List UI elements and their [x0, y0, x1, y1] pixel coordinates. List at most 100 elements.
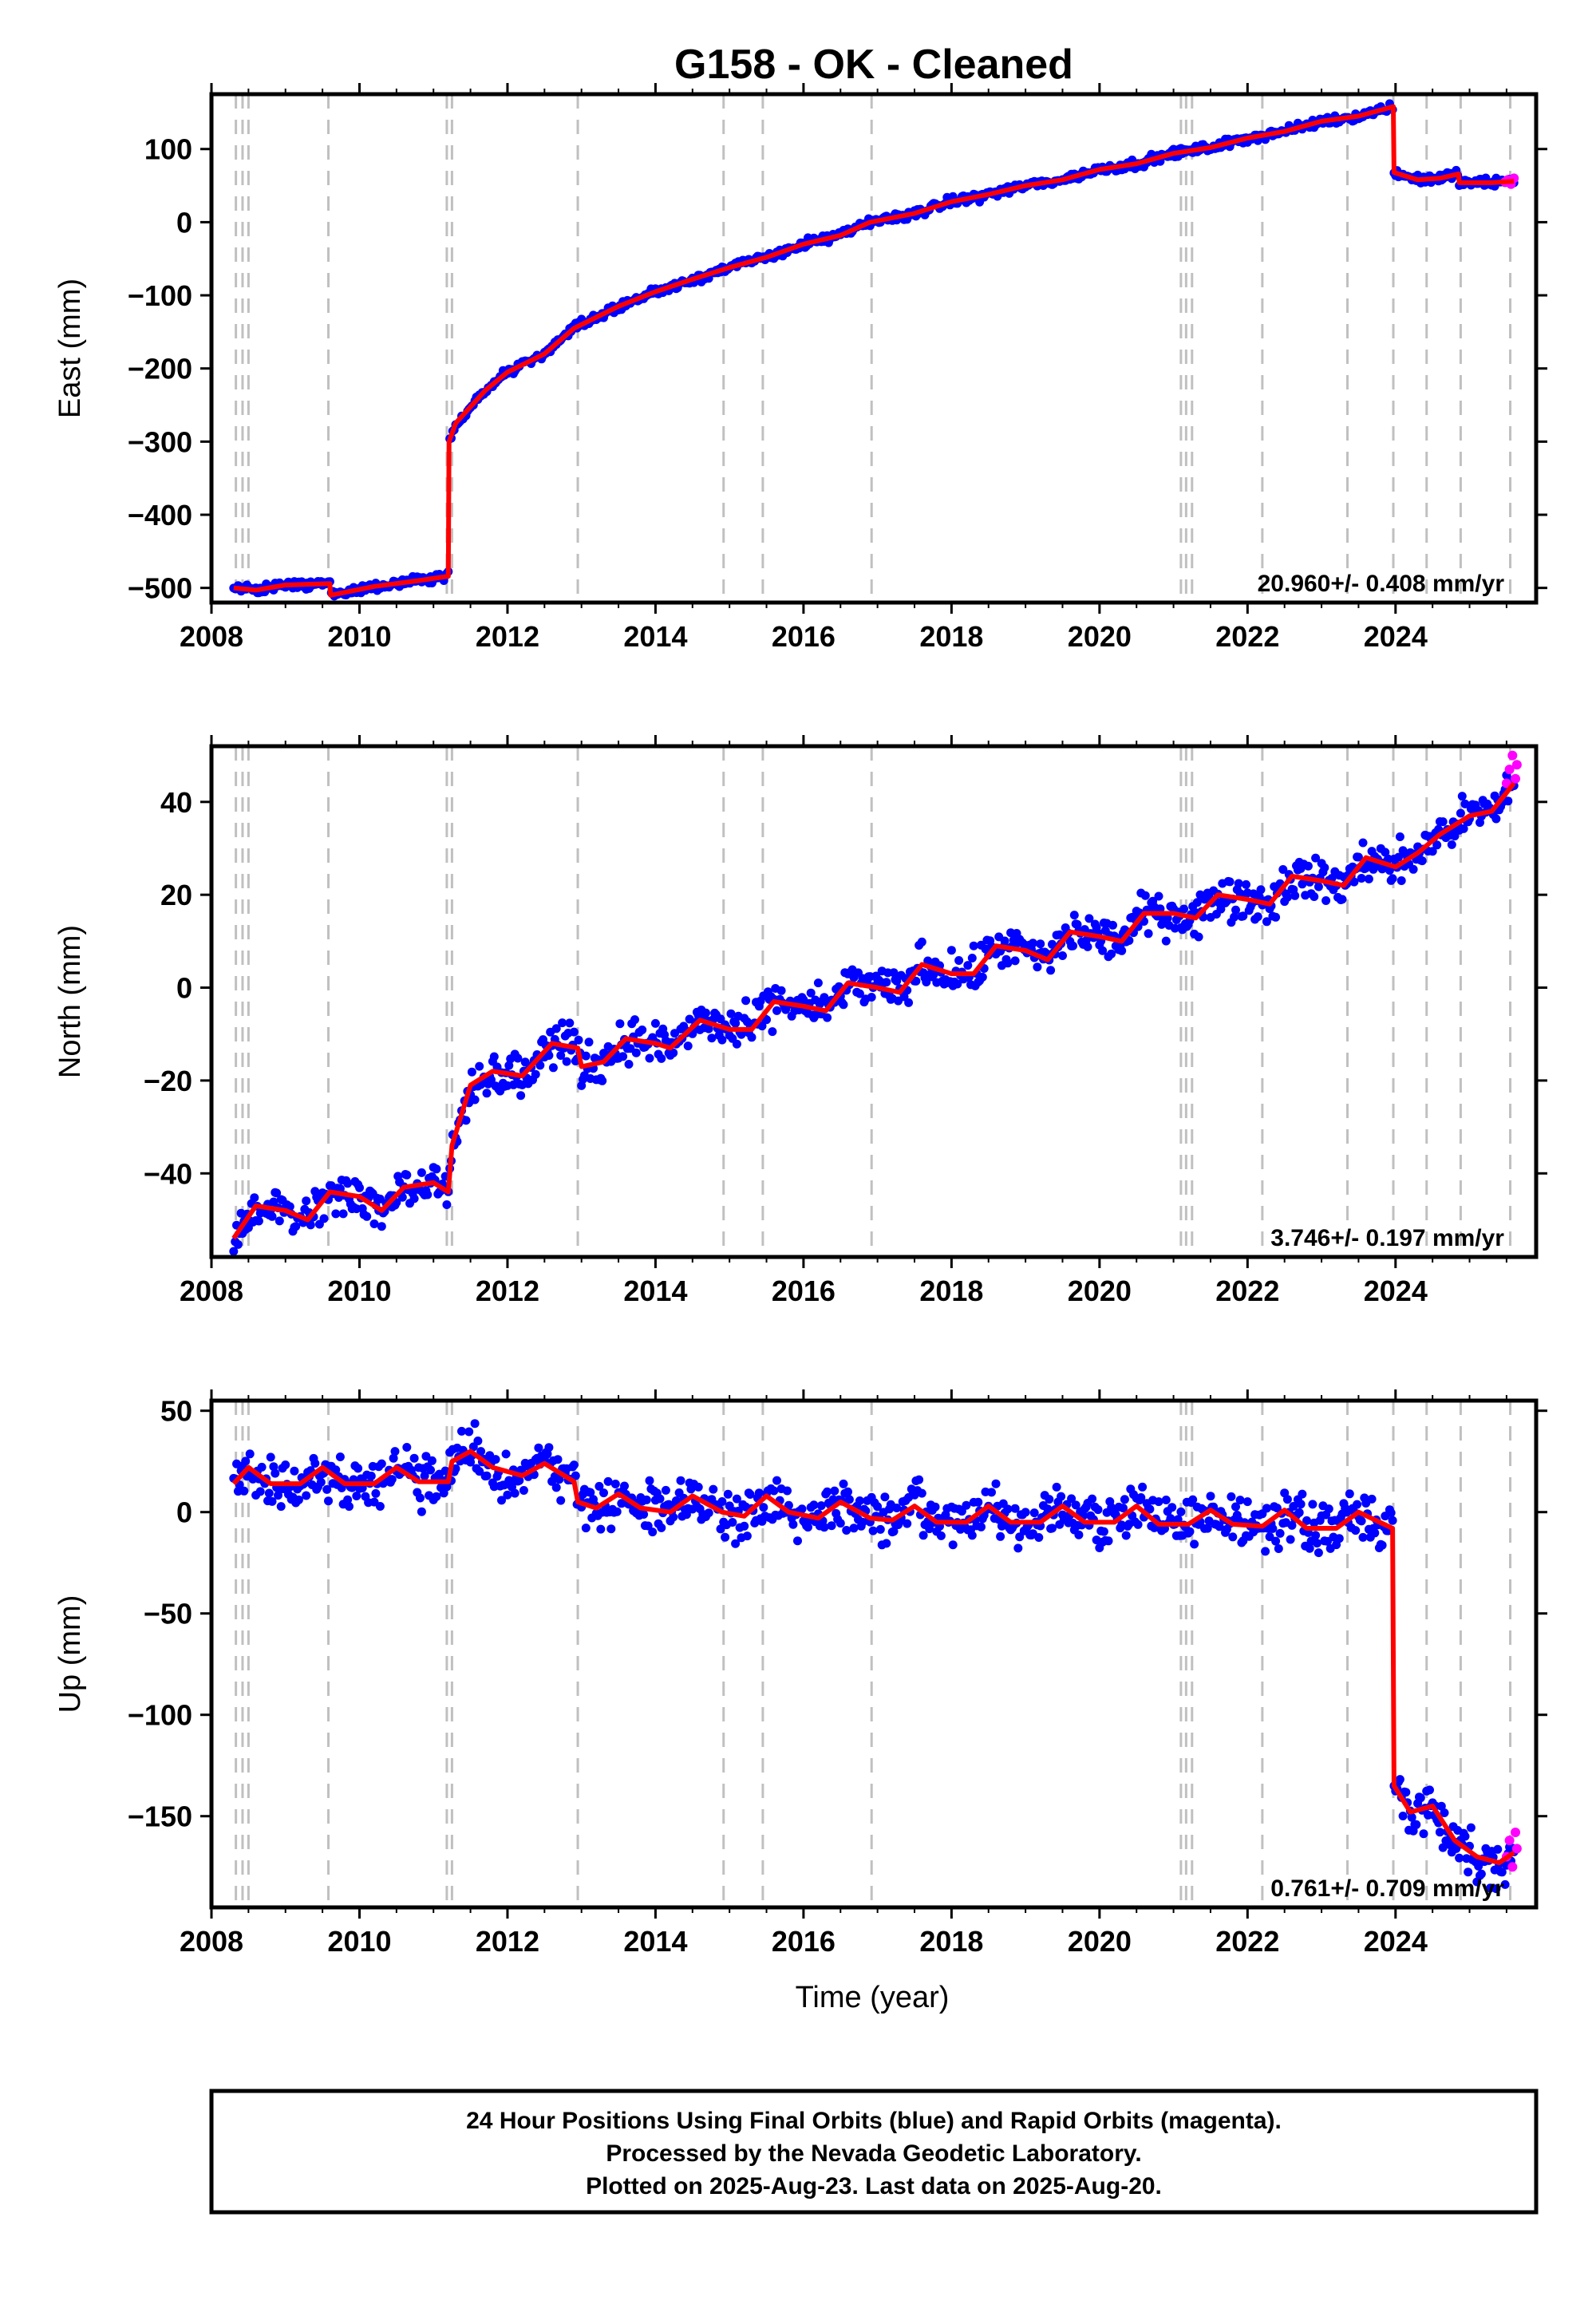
north-final-point [1192, 898, 1202, 907]
north-xtick-label: 2008 [180, 1275, 243, 1307]
up-final-point [917, 1488, 926, 1498]
north-rapid-point [1507, 750, 1518, 761]
up-final-point [1500, 1879, 1510, 1889]
up-final-point [648, 1528, 658, 1537]
up-final-point [1262, 1504, 1271, 1513]
east-ytick-label: 100 [144, 133, 192, 166]
up-final-point [1377, 1540, 1387, 1550]
up-final-point [868, 1526, 878, 1535]
up-final-point [596, 1524, 606, 1534]
north-final-point [657, 1053, 666, 1063]
up-final-point [709, 1484, 718, 1494]
north-final-point [250, 1193, 259, 1203]
up-final-point [1071, 1500, 1080, 1510]
up-final-point [804, 1523, 812, 1532]
up-final-point [930, 1502, 940, 1512]
up-final-point [555, 1475, 564, 1484]
north-final-point [1290, 891, 1300, 900]
up-final-point [603, 1476, 613, 1486]
up-final-point [1302, 1516, 1311, 1525]
north-final-point [855, 989, 864, 998]
up-xtick-label: 2020 [1068, 1925, 1132, 1958]
up-final-point [1021, 1508, 1030, 1517]
up-final-point [669, 1512, 678, 1522]
up-final-point [1188, 1495, 1198, 1504]
north-final-point [574, 1035, 583, 1045]
up-final-point [889, 1527, 899, 1536]
up-final-point [416, 1493, 425, 1503]
north-model-fit [231, 781, 1516, 1240]
up-xtick-label: 2018 [919, 1925, 983, 1958]
north-final-point [267, 1211, 277, 1221]
north-final-point [1036, 939, 1045, 949]
up-final-point [1173, 1515, 1183, 1524]
up-final-point [742, 1531, 752, 1541]
up-final-point [643, 1521, 653, 1531]
up-final-point [830, 1486, 839, 1496]
north-final-point [631, 1048, 641, 1057]
north-final-point [285, 1202, 294, 1211]
north-rapid-points [1501, 750, 1522, 788]
up-final-point [823, 1487, 832, 1496]
up-final-point [1045, 1495, 1054, 1504]
north-final-point [558, 1018, 567, 1028]
north-ytick-label: 0 [176, 972, 192, 1005]
north-final-point [1154, 891, 1163, 901]
north-final-point [889, 968, 899, 978]
north-final-point [1156, 904, 1165, 914]
north-final-point [969, 941, 978, 951]
north-ylabel: North (mm) [53, 925, 87, 1078]
north-final-point [867, 993, 876, 1002]
north-final-point [1311, 853, 1321, 863]
north-final-point [747, 1033, 757, 1042]
up-final-point [717, 1497, 727, 1506]
north-final-point [776, 986, 786, 995]
up-final-point [343, 1495, 353, 1504]
up-final-point [948, 1540, 958, 1550]
up-final-point [1190, 1539, 1199, 1549]
up-final-point [402, 1443, 412, 1452]
up-final-point [387, 1475, 397, 1484]
up-final-point [482, 1471, 492, 1480]
up-final-point [245, 1449, 255, 1459]
north-final-point [377, 1222, 386, 1231]
east-model-fit [233, 104, 1515, 598]
up-final-point [769, 1486, 779, 1496]
figure-title: G158 - OK - Cleaned [674, 41, 1073, 88]
up-final-point [693, 1482, 703, 1492]
east-axes: 2008 2010 2012 2014 2016 2018 2020 2022 2024 100 0… [128, 83, 1547, 653]
up-final-point [1491, 1884, 1501, 1894]
north-final-point [1438, 817, 1448, 827]
north-final-point [1194, 932, 1203, 942]
east-xtick-label: 2010 [327, 620, 391, 653]
north-final-point [1098, 946, 1108, 955]
up-final-point [880, 1492, 890, 1502]
up-final-point [1088, 1494, 1097, 1504]
north-final-point [1428, 847, 1437, 856]
north-final-point [1417, 856, 1427, 866]
north-final-point [615, 1019, 625, 1029]
up-final-point [1455, 1853, 1464, 1863]
up-final-point [556, 1496, 566, 1505]
north-final-point [1163, 913, 1172, 923]
up-final-point [1395, 1775, 1404, 1784]
north-rapid-point [1504, 765, 1515, 775]
up-model-fit [231, 1448, 1515, 1866]
north-final-point [482, 1089, 492, 1098]
north-final-point [1456, 808, 1465, 818]
up-final-point [873, 1502, 883, 1512]
up-final-point [271, 1468, 280, 1478]
up-final-point [676, 1476, 685, 1485]
north-final-point [1320, 863, 1329, 872]
up-final-point [987, 1488, 996, 1497]
up-final-point [1235, 1496, 1245, 1505]
north-final-point [1364, 874, 1373, 883]
up-rapid-point [1504, 1836, 1515, 1846]
up-final-point [1242, 1497, 1252, 1507]
up-final-point [655, 1494, 665, 1504]
north-xtick-label: 2024 [1364, 1275, 1428, 1307]
up-final-point [586, 1488, 595, 1497]
up-final-point [1438, 1843, 1448, 1852]
north-final-point [1179, 904, 1189, 914]
north-final-point [1459, 824, 1468, 833]
